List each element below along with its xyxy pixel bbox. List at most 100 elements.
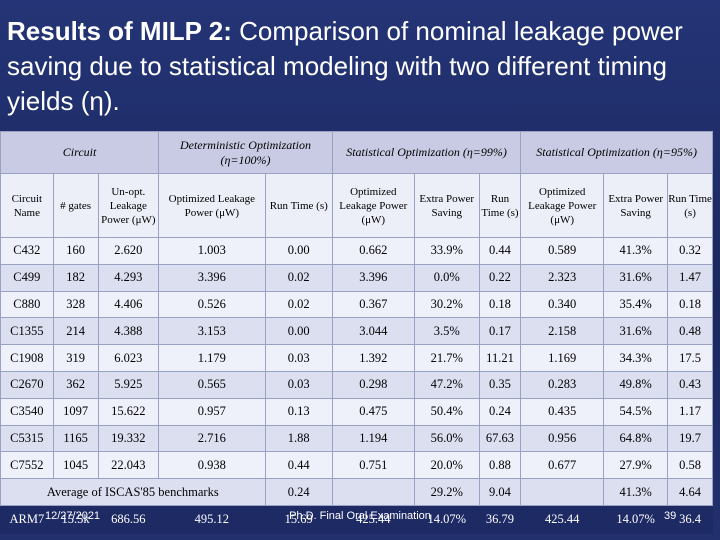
table-cell: C3540 <box>0 397 54 426</box>
table-cell: 0.00 <box>264 237 333 265</box>
col-header: Run Time (s) <box>478 173 522 238</box>
col-header: Circuit Name <box>0 173 54 238</box>
table-cell: 1.392 <box>331 344 415 372</box>
table-cell: 425.44 <box>331 505 415 535</box>
table-cell: 0.88 <box>478 451 522 480</box>
table-row: C5315 1165 19.332 2.716 1.88 1.194 56.0% 67.63 0… <box>0 424 713 453</box>
table-cell: 0.44 <box>264 451 333 480</box>
table-cell: 15.69 <box>264 505 333 535</box>
table-cell: 64.8% <box>603 424 669 453</box>
table-cell: 33.9% <box>413 237 480 265</box>
table-cell: 0.957 <box>158 397 266 426</box>
table-row: C3540 1097 15.622 0.957 0.13 0.475 50.4% 0.24 0.… <box>0 397 713 426</box>
table-cell: 0.35 <box>478 370 522 399</box>
title-rest: Comparison of nominal leakage power savi… <box>7 16 683 116</box>
table-cell: 0.58 <box>667 451 713 480</box>
table-cell: C499 <box>0 263 54 292</box>
table-cell: 22.043 <box>97 451 160 480</box>
table-cell: 2.158 <box>520 317 605 346</box>
table-cell: 3.153 <box>158 317 266 346</box>
table-cell: 1.003 <box>158 237 266 265</box>
table-cell: 21.7% <box>413 344 480 372</box>
table-cell: 686.56 <box>97 505 160 535</box>
table-cell: 1165 <box>52 424 99 453</box>
table-cell: 160 <box>52 237 99 265</box>
table-cell: 3.396 <box>158 263 266 292</box>
table-cell: 0.02 <box>264 290 333 319</box>
table-cell: 27.9% <box>603 451 669 480</box>
table-cell: 0.03 <box>264 370 333 399</box>
col-header: Optimized Leakage Power (μW) <box>520 173 605 238</box>
group-header-row: Circuit Deterministic Optimization (η=10… <box>0 131 713 174</box>
column-header-row: Circuit Name # gates Un-opt. Leakage Pow… <box>0 173 713 238</box>
table-cell: 2.716 <box>158 424 266 453</box>
table-cell: 0.02 <box>264 263 333 292</box>
footer-title: Ph.D. Final Oral Examination <box>289 510 431 522</box>
table-cell: 4.388 <box>97 317 160 346</box>
table-cell: 214 <box>52 317 99 346</box>
col-header: Extra Power Saving <box>413 173 480 238</box>
table-cell: 0.677 <box>520 451 605 480</box>
table-cell: 4.406 <box>97 290 160 319</box>
average-s99-runtime: 9.04 <box>478 478 522 507</box>
table-row: C1355 214 4.388 3.153 0.00 3.044 3.5% 0.17 2.158… <box>0 317 713 346</box>
table-cell: 2.323 <box>520 263 605 292</box>
table-cell: 319 <box>52 344 99 372</box>
table-cell: 0.435 <box>520 397 605 426</box>
table-cell: 36.4 <box>667 505 713 535</box>
table-cell: 11.21 <box>478 344 522 372</box>
table-row: C7552 1045 22.043 0.938 0.44 0.751 20.0% 0.88 0.… <box>0 451 713 480</box>
table-cell: 30.2% <box>413 290 480 319</box>
table-cell: 0.283 <box>520 370 605 399</box>
table-cell: 50.4% <box>413 397 480 426</box>
table-cell: 0.662 <box>331 237 415 265</box>
results-table: Circuit Deterministic Optimization (η=10… <box>0 131 713 535</box>
col-header: Un-opt. Leakage Power (μW) <box>97 173 160 238</box>
average-det-runtime: 0.24 <box>264 478 333 507</box>
table-cell: 0.589 <box>520 237 605 265</box>
table-cell: 0.18 <box>478 290 522 319</box>
table-cell: C432 <box>0 237 54 265</box>
table-cell: 0.44 <box>478 237 522 265</box>
table-cell: ARM7 <box>0 505 54 535</box>
data-rows: C432 160 2.620 1.003 0.00 0.662 33.9% 0.44 0.589… <box>0 237 713 480</box>
table-cell: 56.0% <box>413 424 480 453</box>
table-cell: C880 <box>0 290 54 319</box>
table-cell: 41.3% <box>603 237 669 265</box>
table-cell: 0.565 <box>158 370 266 399</box>
table-cell: 0.956 <box>520 424 605 453</box>
table-cell: 1.179 <box>158 344 266 372</box>
table-cell: 3.396 <box>331 263 415 292</box>
table-row: C499 182 4.293 3.396 0.02 3.396 0.0% 0.22 2.323 3… <box>0 263 713 292</box>
col-header: Optimized Leakage Power (μW) <box>331 173 415 238</box>
table-cell: 0.03 <box>264 344 333 372</box>
col-header: # gates <box>52 173 99 238</box>
table-cell: 35.4% <box>603 290 669 319</box>
average-s99-saving: 29.2% <box>413 478 480 507</box>
slide-number: 39 <box>664 510 677 522</box>
table-cell: 0.22 <box>478 263 522 292</box>
table-cell: 31.6% <box>603 263 669 292</box>
table-cell: 0.367 <box>331 290 415 319</box>
group-stat99: Statistical Optimization (η=99%) <box>331 131 522 174</box>
table-cell: 36.79 <box>478 505 522 535</box>
table-cell: 0.18 <box>667 290 713 319</box>
table-cell: 19.7 <box>667 424 713 453</box>
table-cell: 2.620 <box>97 237 160 265</box>
table-cell: 47.2% <box>413 370 480 399</box>
table-cell: 17.5 <box>667 344 713 372</box>
table-cell: 0.751 <box>331 451 415 480</box>
table-cell: 3.5% <box>413 317 480 346</box>
table-row: C1908 319 6.023 1.179 0.03 1.392 21.7% 11.21 1.1… <box>0 344 713 372</box>
title-bold: Results of MILP 2: <box>7 16 232 46</box>
table-cell: 1097 <box>52 397 99 426</box>
col-header: Optimized Leakage Power (μW) <box>158 173 266 238</box>
table-cell: 1.169 <box>520 344 605 372</box>
average-row: Average of ISCAS'85 benchmarks 0.24 29.2… <box>0 478 713 507</box>
table-cell: 31.6% <box>603 317 669 346</box>
average-label: Average of ISCAS'85 benchmarks <box>0 478 266 507</box>
table-cell: 0.340 <box>520 290 605 319</box>
table-cell: 19.332 <box>97 424 160 453</box>
table-cell: 3.044 <box>331 317 415 346</box>
table-row: C2670 362 5.925 0.565 0.03 0.298 47.2% 0.35 0.28… <box>0 370 713 399</box>
